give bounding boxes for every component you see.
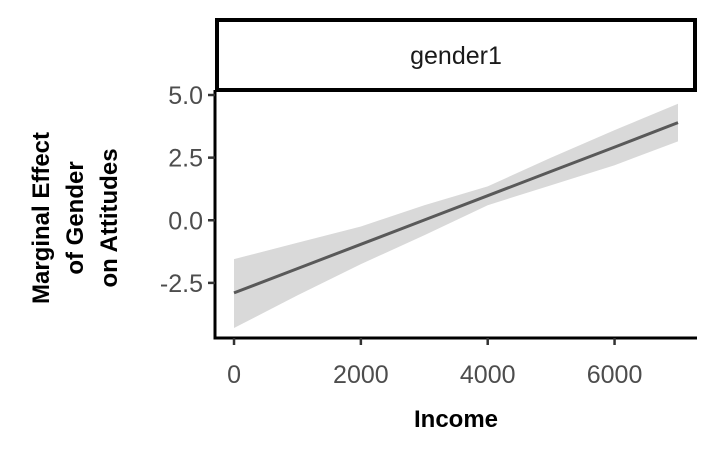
fit-line — [233, 121, 679, 295]
facet-label: gender1 — [410, 42, 502, 70]
x-axis-title: Income — [414, 406, 498, 433]
y-tick-label: 2.5 — [168, 145, 203, 173]
x-ticks: 0 2000 4000 6000 — [227, 338, 642, 389]
y-tick-label: 5.0 — [168, 82, 203, 110]
confidence-band — [234, 103, 678, 328]
facet-strip — [215, 18, 697, 92]
confidence-band-layer — [234, 103, 678, 328]
y-tick-label: -2.5 — [160, 270, 203, 298]
y-tick-label: 0.0 — [168, 207, 203, 235]
y-axis-title-line-2: of Gender — [62, 161, 89, 274]
x-tick-label: 4000 — [460, 361, 516, 389]
x-tick-label: 0 — [227, 361, 241, 389]
x-tick-label: 6000 — [587, 361, 643, 389]
y-axis-title-line-3: on Attitudes — [96, 148, 123, 287]
x-tick-label: 2000 — [333, 361, 389, 389]
y-ticks: -2.5 0.0 2.5 5.0 — [160, 82, 215, 298]
y-axis-title-line-1: Marginal Effect — [28, 132, 55, 304]
fit-line-layer — [233, 121, 679, 295]
